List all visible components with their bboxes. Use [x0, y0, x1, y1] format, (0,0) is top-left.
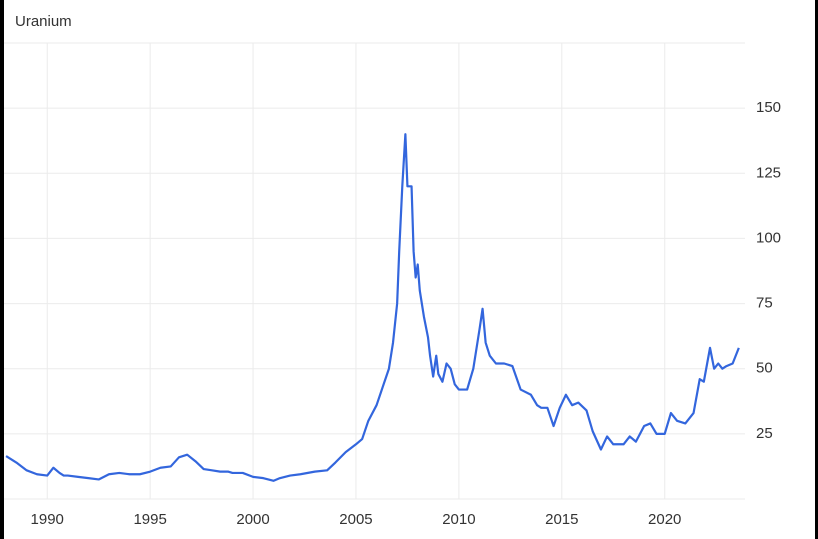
x-tick-label: 2020	[648, 511, 681, 528]
x-tick-label: 2000	[236, 511, 269, 528]
price-line	[5, 133, 740, 482]
x-tick-label: 2015	[545, 511, 578, 528]
x-tick-label: 2010	[442, 511, 475, 528]
y-tick-label: 100	[756, 229, 781, 246]
y-tick-label: 150	[756, 99, 781, 116]
y-tick-label: 25	[756, 425, 773, 442]
x-tick-label: 1990	[31, 511, 64, 528]
left-border	[0, 0, 4, 539]
x-tick-label: 1995	[133, 511, 166, 528]
y-tick-label: 50	[756, 360, 773, 377]
chart-title: Uranium	[15, 13, 72, 30]
y-tick-label: 125	[756, 164, 781, 181]
y-tick-label: 75	[756, 295, 773, 312]
right-border	[815, 0, 818, 539]
x-tick-label: 2005	[339, 511, 372, 528]
